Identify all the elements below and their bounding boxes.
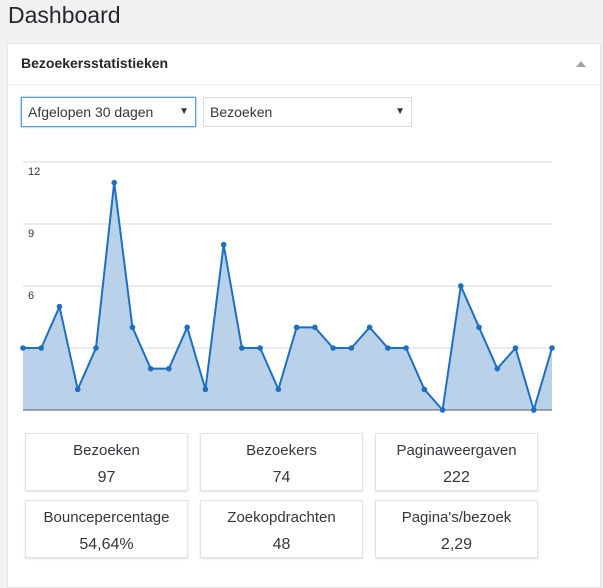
stat-value: 48 <box>272 536 291 553</box>
y-tick-label: 6 <box>28 290 34 302</box>
data-point <box>147 365 154 372</box>
data-point <box>220 241 227 248</box>
stat-label: Zoekopdrachten <box>227 509 336 526</box>
y-tick-label: 9 <box>28 228 34 240</box>
data-point <box>239 345 245 351</box>
chevron-down-icon: ▼ <box>179 106 189 117</box>
stat-card-bounce-rate: Bouncepercentage 54,64% <box>25 500 188 558</box>
data-point <box>74 386 81 393</box>
visits-chart: 36912 <box>20 161 555 414</box>
data-point <box>166 365 172 372</box>
data-point <box>312 324 318 331</box>
y-tick-label: 12 <box>28 166 40 178</box>
stat-label: Bouncepercentage <box>43 509 170 526</box>
series-line <box>23 182 553 414</box>
data-point <box>439 407 446 413</box>
stat-label: Bezoeken <box>73 442 140 459</box>
data-point <box>403 345 409 351</box>
metric-select[interactable]: Bezoeken ▼ <box>203 97 412 127</box>
stat-value: 222 <box>443 469 470 486</box>
stat-value: 54,64% <box>79 536 134 553</box>
data-point <box>421 386 428 393</box>
stat-label: Pagina's/bezoek <box>401 509 512 526</box>
stat-value: 74 <box>272 469 291 486</box>
data-point <box>293 324 300 331</box>
data-point <box>494 365 501 372</box>
stat-label: Paginaweergaven <box>396 442 517 459</box>
data-point <box>202 386 209 393</box>
data-point <box>38 345 45 351</box>
data-point <box>457 283 464 289</box>
stat-card-searches: Zoekopdrachten 48 <box>200 500 363 558</box>
period-select[interactable]: Afgelopen 30 dagen ▼ <box>21 97 196 127</box>
data-point <box>129 324 136 331</box>
stat-card-visitors: Bezoekers 74 <box>200 433 363 491</box>
period-select-value: Afgelopen 30 dagen <box>28 104 154 120</box>
data-point <box>275 386 282 393</box>
widget-header: Bezoekersstatistieken <box>8 44 600 85</box>
data-point <box>20 345 26 351</box>
stat-value: 97 <box>97 469 116 486</box>
data-point <box>330 345 336 351</box>
data-point <box>93 345 99 351</box>
data-point <box>56 303 63 310</box>
data-point <box>385 345 391 351</box>
stat-card-pages-per-visit: Pagina's/bezoek 2,29 <box>375 500 538 558</box>
metric-select-value: Bezoeken <box>210 104 273 120</box>
visitor-stats-widget: Bezoekersstatistieken Afgelopen 30 dagen… <box>7 43 601 588</box>
stat-value: 2,29 <box>440 536 473 553</box>
data-point <box>366 324 373 331</box>
data-point <box>549 345 555 351</box>
data-point <box>348 345 355 351</box>
stat-label: Bezoekers <box>246 442 317 459</box>
data-point <box>257 345 263 351</box>
data-point <box>512 345 519 351</box>
stat-card-visits: Bezoeken 97 <box>25 433 188 491</box>
data-point <box>476 324 482 331</box>
page-title: Dashboard <box>8 2 121 28</box>
stat-card-pageviews: Paginaweergaven 222 <box>375 433 538 491</box>
collapse-toggle-icon[interactable] <box>576 61 586 67</box>
data-point <box>530 407 537 413</box>
widget-title: Bezoekersstatistieken <box>21 55 169 71</box>
chevron-down-icon: ▼ <box>395 106 405 117</box>
data-point <box>111 179 118 186</box>
data-point <box>184 324 190 331</box>
